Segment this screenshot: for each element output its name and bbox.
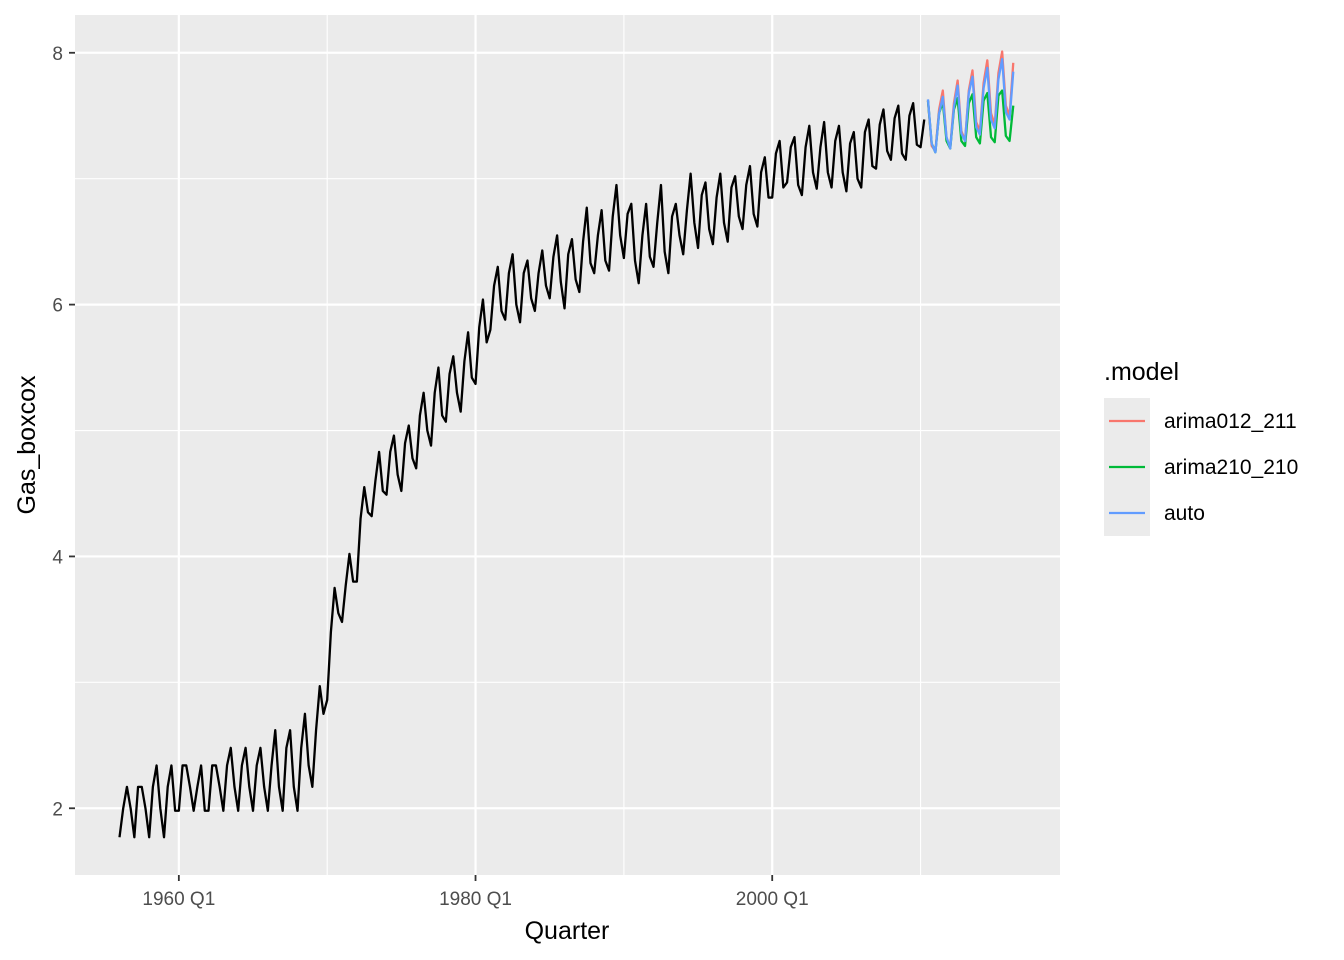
x-tick-label: 1960 Q1	[142, 889, 215, 910]
history-series-line	[118, 101, 926, 839]
legend-label-auto: auto	[1164, 502, 1205, 525]
plot-panel	[75, 15, 1060, 875]
legend-label-arima012_211: arima012_211	[1164, 410, 1297, 433]
y-tick-label: 6	[52, 296, 63, 317]
forecast-layer	[926, 50, 1015, 154]
legend-title: .model	[1104, 358, 1179, 386]
y-axis: 2 4 6 8	[52, 44, 75, 820]
y-tick-label: 8	[52, 44, 63, 65]
x-tick-label: 2000 Q1	[736, 889, 809, 910]
y-tick-label: 4	[52, 547, 63, 568]
y-axis-title: Gas_boxcox	[13, 375, 41, 514]
y-tick-label: 2	[52, 799, 63, 820]
x-tick-label: 1980 Q1	[439, 889, 512, 910]
series-line-auto	[926, 57, 1015, 154]
x-axis: 1960 Q1 1980 Q1 2000 Q1	[142, 875, 809, 910]
history-layer	[118, 101, 926, 839]
minor-gridlines	[75, 15, 1060, 875]
x-axis-title: Quarter	[525, 917, 610, 945]
legend-label-arima210_210: arima210_210	[1164, 456, 1298, 479]
